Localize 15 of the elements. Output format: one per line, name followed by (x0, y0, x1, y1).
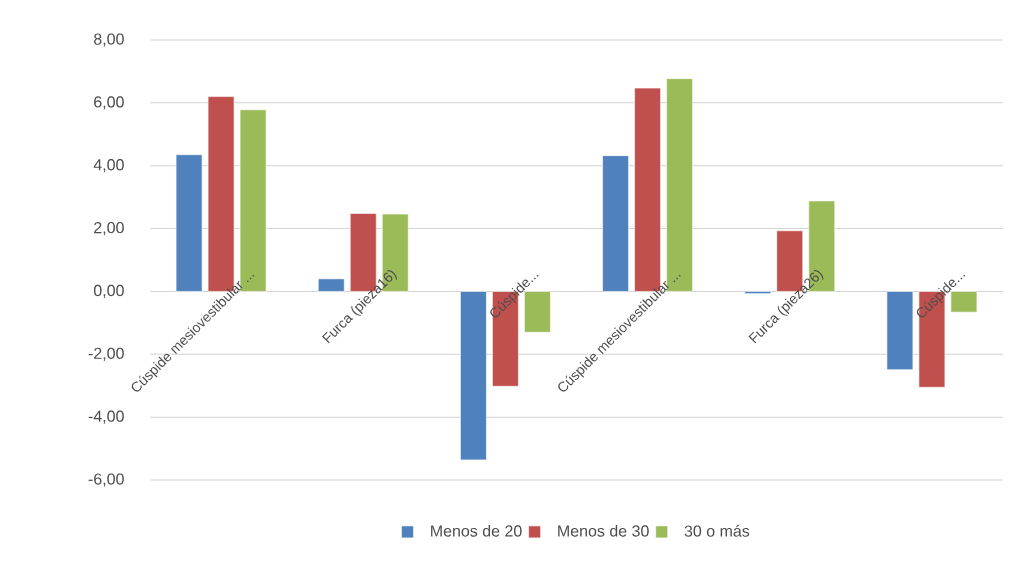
y-tick-label: 8,00 (94, 33, 124, 47)
y-tick-label: 4,00 (93, 159, 124, 173)
y-tick-label: 0,00 (93, 284, 124, 299)
bar (886, 291, 914, 370)
legend-label: Menos de 20 (431, 524, 522, 537)
y-tick-label: -4,00 (88, 410, 124, 424)
y-tick-label: -6,00 (88, 473, 124, 487)
bar (744, 291, 772, 294)
y-tick-label: 6,00 (94, 96, 124, 110)
y-tick-label: -2,00 (88, 347, 124, 361)
legend-label: Menos de 30 (558, 524, 649, 537)
legend-label: 30 o más (684, 524, 750, 537)
bar (317, 278, 345, 292)
bar (460, 291, 487, 461)
y-tick-label: 2,00 (94, 221, 124, 236)
